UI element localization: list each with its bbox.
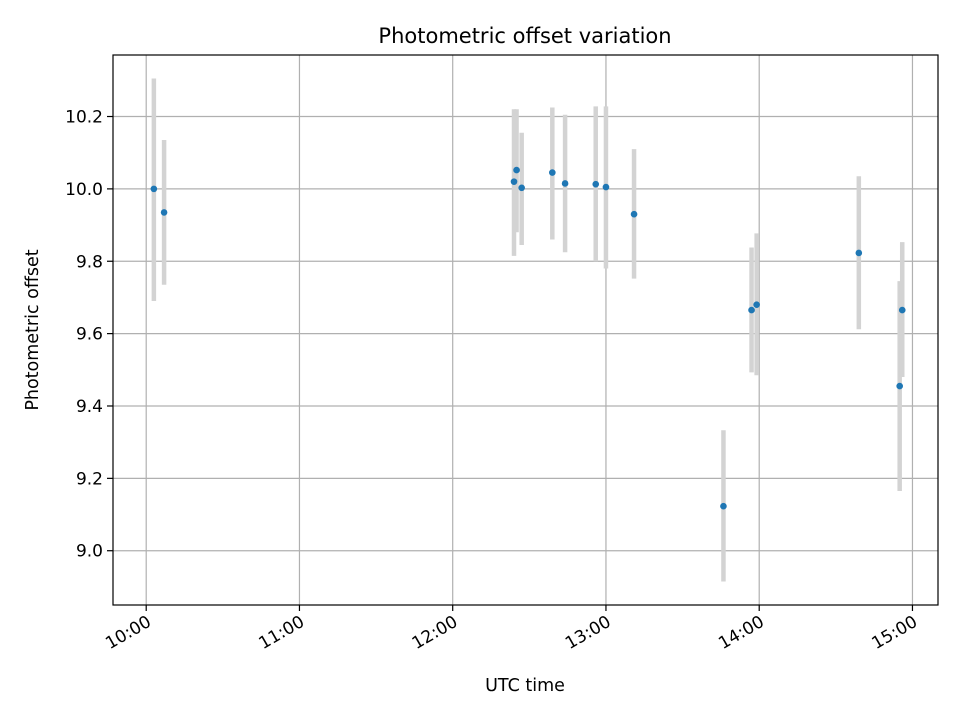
data-point (748, 306, 755, 314)
data-point (510, 178, 518, 185)
data-point (855, 249, 863, 257)
data-point (898, 306, 906, 314)
data-point (561, 180, 569, 187)
y-tick-label: 9.8 (76, 252, 103, 272)
data-point (518, 184, 525, 192)
y-tick-label: 9.4 (76, 397, 103, 417)
x-axis-label: UTC time (485, 676, 565, 696)
y-tick-label: 10.2 (65, 108, 103, 128)
y-axis-ticks: 9.0 9.2 9.4 9.6 9.8 10.0 10.2 (65, 108, 113, 562)
grid (113, 55, 938, 605)
y-tick-label: 9.0 (76, 542, 103, 562)
data-points (150, 166, 906, 510)
y-axis-label: Photometric offset (23, 249, 43, 410)
data-point (549, 169, 556, 176)
data-point (896, 382, 903, 390)
data-point (592, 180, 600, 188)
data-point (160, 209, 168, 216)
y-tick-label: 9.6 (76, 325, 103, 345)
data-point (720, 502, 727, 510)
data-point (150, 185, 158, 193)
data-point (630, 210, 638, 218)
data-point (513, 166, 520, 174)
data-point (602, 183, 610, 191)
plot-area-frame (112, 54, 939, 606)
data-point (753, 301, 760, 308)
y-tick-label: 9.2 (76, 469, 103, 489)
y-tick-label: 10.0 (65, 180, 103, 200)
chart-title: Photometric offset variation (378, 24, 671, 48)
